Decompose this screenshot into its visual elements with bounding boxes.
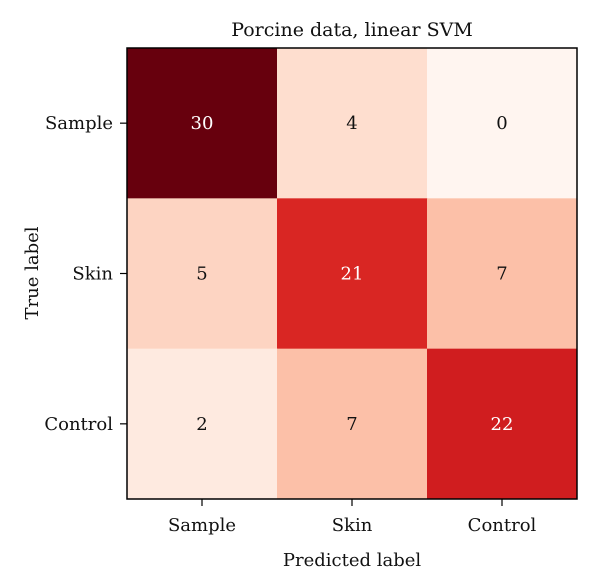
cell-value-label-3-2: 7 [346, 414, 357, 435]
x-tick-label-2: Skin [332, 515, 373, 536]
y-tick-label-2: Skin [72, 264, 113, 285]
heatmap-cell-3-3 [427, 348, 578, 500]
y-axis-label: True label [22, 226, 43, 319]
heatmap-cell-3-2 [277, 348, 428, 500]
cell-value-label-2-1: 5 [196, 264, 207, 285]
heatmap-cell-1-3 [427, 48, 578, 199]
heatmap-cell-1-2 [277, 48, 428, 199]
chart-title: Porcine data, linear SVM [231, 19, 473, 41]
cell-value-label-1-1: 30 [191, 113, 214, 134]
cell-value-labels: 30 4 0 5 21 7 2 7 22 [191, 113, 514, 435]
y-axis-ticks: Sample Skin Control [44, 113, 127, 435]
heatmap-cell-2-3 [427, 198, 578, 350]
heatmap-cell-2-1 [127, 198, 278, 350]
heatmap-cells [127, 48, 578, 500]
x-tick-label-1: Sample [168, 515, 236, 536]
y-tick-label-1: Sample [45, 113, 113, 134]
cell-value-label-1-3: 0 [496, 113, 507, 134]
heatmap-cell-3-1 [127, 348, 278, 500]
cell-value-label-3-1: 2 [196, 414, 207, 435]
x-tick-label-3: Control [468, 515, 537, 536]
heatmap-cell-2-2 [277, 198, 428, 350]
x-axis-label: Predicted label [283, 550, 422, 571]
cell-value-label-2-3: 7 [496, 264, 507, 285]
cell-value-label-2-2: 21 [341, 264, 364, 285]
y-tick-label-3: Control [44, 414, 113, 435]
x-axis-ticks: Sample Skin Control [168, 499, 537, 536]
heatmap-cell-1-1 [127, 48, 278, 199]
cell-value-label-1-2: 4 [346, 113, 357, 134]
cell-value-label-3-3: 22 [491, 414, 514, 435]
